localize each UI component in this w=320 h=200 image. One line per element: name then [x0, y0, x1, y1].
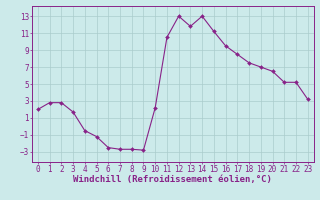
X-axis label: Windchill (Refroidissement éolien,°C): Windchill (Refroidissement éolien,°C) — [73, 175, 272, 184]
